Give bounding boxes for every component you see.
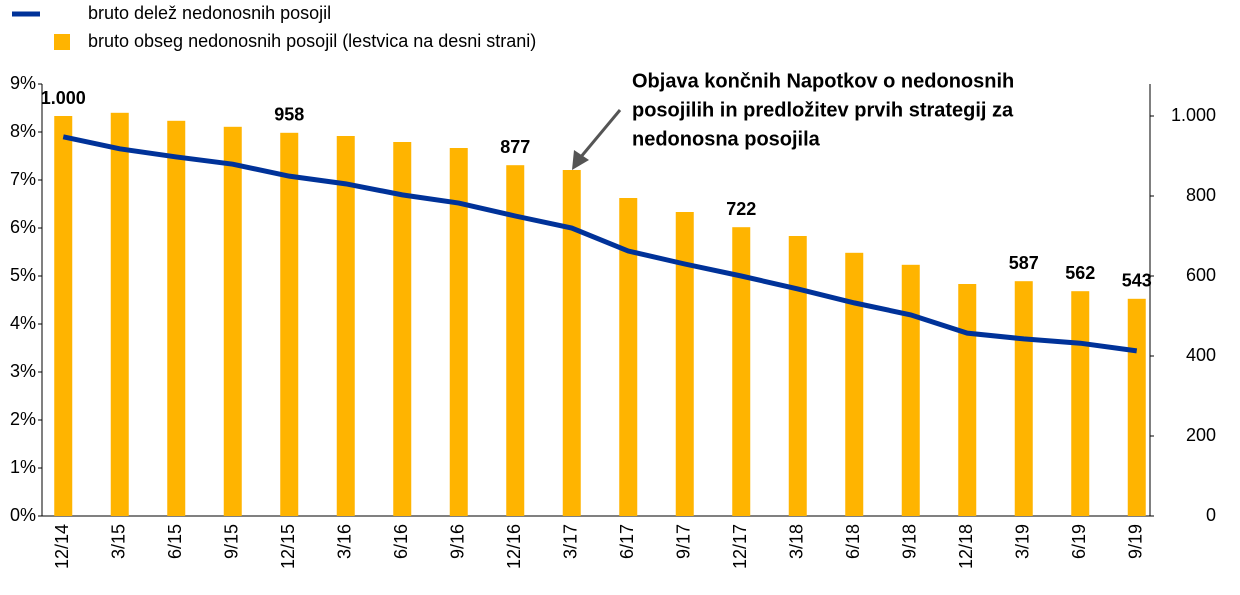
- x-tick-label: 9/19: [1126, 524, 1146, 559]
- y2-tick-label: 0: [1206, 505, 1216, 525]
- bar: [110, 112, 129, 517]
- bar: [619, 198, 638, 516]
- x-tick-label: 12/16: [504, 524, 524, 569]
- bar: [167, 120, 186, 517]
- x-tick-label: 6/19: [1069, 524, 1089, 559]
- y2-tick-label: 200: [1186, 425, 1216, 445]
- value-label: 543: [1122, 271, 1152, 291]
- bar: [1127, 298, 1146, 516]
- annotation-arrowhead: [572, 150, 589, 170]
- bar: [1014, 281, 1033, 516]
- x-tick-label: 12/17: [730, 524, 750, 569]
- line: [62, 134, 1138, 354]
- legend-swatch: [54, 34, 70, 50]
- bar: [732, 227, 751, 516]
- annotation: Objava končnih Napotkov o nedonosnih: [632, 70, 1014, 92]
- x-tick-label: 3/15: [109, 524, 129, 559]
- y-tick-label: 7%: [10, 169, 36, 189]
- annotation: posojilih in predložitev prvih strategij…: [632, 99, 1014, 121]
- value-label: 958: [274, 105, 304, 125]
- legend-label: bruto delež nedonosnih posojil: [88, 3, 331, 23]
- bar: [54, 116, 73, 516]
- annotation-arrow: [578, 109, 622, 159]
- x-tick-label: 9/17: [674, 524, 694, 559]
- y-tick-label: 6%: [10, 217, 36, 237]
- x-tick-label: 9/15: [222, 524, 242, 559]
- x-tick-label: 3/16: [335, 524, 355, 559]
- value-label: 1.000: [41, 88, 86, 108]
- bar: [223, 126, 242, 517]
- x-tick-label: 6/15: [165, 524, 185, 559]
- bar: [901, 264, 920, 516]
- x-tick-label: 6/17: [617, 524, 637, 559]
- bar: [788, 236, 807, 516]
- legend-label: bruto obseg nedonosnih posojil (lestvica…: [88, 31, 536, 51]
- y2-tick-label: 600: [1186, 265, 1216, 285]
- value-label: 877: [500, 137, 530, 157]
- y2-tick-label: 1.000: [1171, 105, 1216, 125]
- bar: [958, 284, 977, 516]
- x-tick-label: 6/18: [843, 524, 863, 559]
- x-tick-label: 3/17: [561, 524, 581, 559]
- y2-tick-label: 400: [1186, 345, 1216, 365]
- x-tick-label: 3/18: [787, 524, 807, 559]
- y-tick-label: 1%: [10, 457, 36, 477]
- value-label: 562: [1065, 263, 1095, 283]
- x-tick-label: 9/16: [448, 524, 468, 559]
- x-tick-label: 9/18: [900, 524, 920, 559]
- y-tick-label: 3%: [10, 361, 36, 381]
- bar: [845, 252, 864, 517]
- y-tick-label: 8%: [10, 121, 36, 141]
- y-tick-label: 4%: [10, 313, 36, 333]
- bar: [336, 136, 355, 516]
- bar: [393, 142, 412, 516]
- x-tick-label: 12/18: [956, 524, 976, 569]
- x-tick-label: 6/16: [391, 524, 411, 559]
- value-label: 587: [1009, 253, 1039, 273]
- bar: [1071, 291, 1090, 516]
- bar: [449, 148, 468, 516]
- value-label: 722: [726, 199, 756, 219]
- x-tick-label: 12/15: [278, 524, 298, 569]
- bar: [506, 165, 525, 516]
- y-tick-label: 9%: [10, 73, 36, 93]
- bar: [562, 170, 581, 516]
- x-tick-label: 12/14: [52, 524, 72, 569]
- bar: [675, 212, 694, 516]
- annotation: nedonosna posojila: [632, 128, 821, 150]
- y-tick-label: 0%: [10, 505, 36, 525]
- y2-tick-label: 800: [1186, 185, 1216, 205]
- bar: [280, 132, 299, 517]
- y-tick-label: 2%: [10, 409, 36, 429]
- x-tick-label: 3/19: [1013, 524, 1033, 559]
- y-tick-label: 5%: [10, 265, 36, 285]
